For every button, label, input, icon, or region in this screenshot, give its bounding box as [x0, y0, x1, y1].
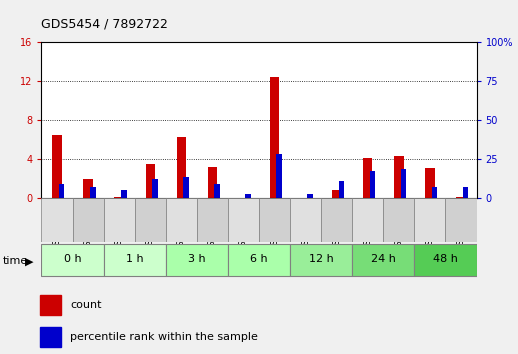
- Bar: [214, 184, 220, 198]
- FancyBboxPatch shape: [290, 244, 352, 276]
- Bar: [52, 135, 62, 198]
- Bar: [146, 164, 155, 198]
- Bar: [183, 177, 189, 198]
- Bar: [290, 198, 321, 242]
- Bar: [121, 190, 126, 198]
- Bar: [270, 76, 279, 198]
- Bar: [246, 194, 251, 198]
- Bar: [308, 194, 313, 198]
- Bar: [114, 197, 124, 198]
- Bar: [59, 184, 64, 198]
- Text: count: count: [70, 300, 102, 310]
- Bar: [277, 154, 282, 198]
- Text: percentile rank within the sample: percentile rank within the sample: [70, 332, 258, 342]
- Text: 1 h: 1 h: [126, 255, 143, 264]
- Text: ▶: ▶: [25, 256, 33, 266]
- Text: 12 h: 12 h: [309, 255, 334, 264]
- Bar: [40, 295, 61, 315]
- Bar: [83, 179, 93, 198]
- Bar: [414, 198, 445, 242]
- Bar: [394, 156, 404, 198]
- Bar: [352, 198, 383, 242]
- FancyBboxPatch shape: [414, 244, 477, 276]
- Text: 24 h: 24 h: [371, 255, 396, 264]
- Bar: [370, 171, 375, 198]
- Bar: [197, 198, 228, 242]
- FancyBboxPatch shape: [352, 244, 414, 276]
- Bar: [40, 327, 61, 347]
- Bar: [152, 179, 157, 198]
- Text: time: time: [3, 256, 28, 266]
- Text: GDS5454 / 7892722: GDS5454 / 7892722: [41, 17, 168, 30]
- FancyBboxPatch shape: [166, 244, 228, 276]
- FancyBboxPatch shape: [228, 244, 290, 276]
- Bar: [456, 197, 466, 198]
- Bar: [228, 198, 259, 242]
- Text: 3 h: 3 h: [188, 255, 206, 264]
- Bar: [463, 187, 468, 198]
- Bar: [321, 198, 352, 242]
- Bar: [339, 181, 344, 198]
- FancyBboxPatch shape: [104, 244, 166, 276]
- Bar: [425, 168, 435, 198]
- Bar: [166, 198, 197, 242]
- Bar: [177, 137, 186, 198]
- Bar: [135, 198, 166, 242]
- Bar: [259, 198, 290, 242]
- Text: 0 h: 0 h: [64, 255, 81, 264]
- Bar: [445, 198, 477, 242]
- Text: 6 h: 6 h: [250, 255, 268, 264]
- Bar: [104, 198, 135, 242]
- FancyBboxPatch shape: [41, 244, 104, 276]
- Bar: [73, 198, 104, 242]
- Text: 48 h: 48 h: [433, 255, 458, 264]
- Bar: [41, 198, 73, 242]
- Bar: [401, 169, 406, 198]
- Bar: [432, 187, 437, 198]
- Bar: [90, 187, 95, 198]
- Bar: [208, 167, 217, 198]
- Bar: [332, 190, 341, 198]
- Bar: [383, 198, 414, 242]
- Bar: [363, 158, 372, 198]
